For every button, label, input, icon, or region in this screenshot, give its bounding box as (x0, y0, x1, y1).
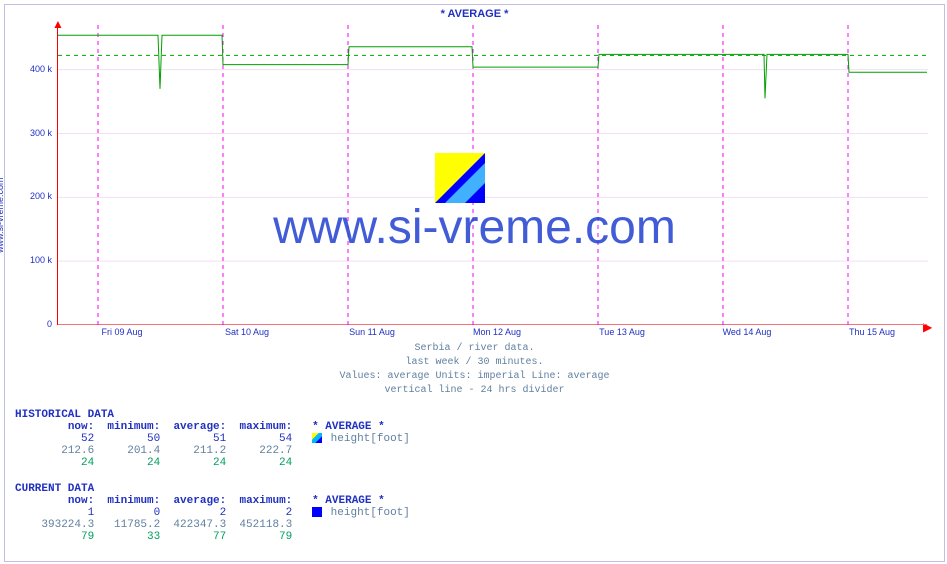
chart-title: * AVERAGE * (5, 8, 944, 20)
current-data-block: CURRENT DATA now: minimum: average: maxi… (15, 483, 410, 543)
x-tick-label: Thu 15 Aug (849, 327, 895, 337)
subtitle-line: Serbia / river data. (5, 343, 944, 354)
x-tick-label: Sat 10 Aug (225, 327, 269, 337)
table-row: 1 0 2 2 height[foot] (15, 507, 410, 519)
watermark-text: www.si-vreme.com (5, 200, 944, 255)
y-tick-label: 200 k (30, 191, 52, 201)
outer-frame: www.si-vreme.com * AVERAGE * ▲ ▶ www.si-… (4, 4, 945, 562)
y-tick-label: 400 k (30, 64, 52, 74)
subtitle-line: last week / 30 minutes. (5, 357, 944, 368)
y-tick-label: 0 (47, 319, 52, 329)
watermark-logo (435, 153, 485, 203)
table-row: 79 33 77 79 (15, 531, 410, 543)
subtitle-line: Values: average Units: imperial Line: av… (5, 371, 944, 382)
x-tick-label: Wed 14 Aug (723, 327, 772, 337)
x-tick-label: Sun 11 Aug (349, 327, 395, 337)
legend-swatch-icon (312, 433, 322, 443)
x-tick-label: Tue 13 Aug (599, 327, 645, 337)
current-title: CURRENT DATA (15, 483, 410, 495)
historical-title: HISTORICAL DATA (15, 409, 410, 421)
historical-columns: now: minimum: average: maximum: * AVERAG… (15, 421, 410, 433)
subtitle-line: vertical line - 24 hrs divider (5, 385, 944, 396)
table-row: 52 50 51 54 height[foot] (15, 433, 410, 445)
plot-area (57, 25, 927, 325)
x-tick-label: Mon 12 Aug (473, 327, 521, 337)
y-tick-label: 300 k (30, 128, 52, 138)
historical-data-block: HISTORICAL DATA now: minimum: average: m… (15, 409, 410, 469)
table-row: 393224.3 11785.2 422347.3 452118.3 (15, 519, 410, 531)
legend-swatch-icon (312, 507, 322, 517)
current-columns: now: minimum: average: maximum: * AVERAG… (15, 495, 410, 507)
table-row: 24 24 24 24 (15, 457, 410, 469)
x-tick-label: Fri 09 Aug (101, 327, 142, 337)
y-tick-label: 100 k (30, 255, 52, 265)
table-row: 212.6 201.4 211.2 222.7 (15, 445, 410, 457)
